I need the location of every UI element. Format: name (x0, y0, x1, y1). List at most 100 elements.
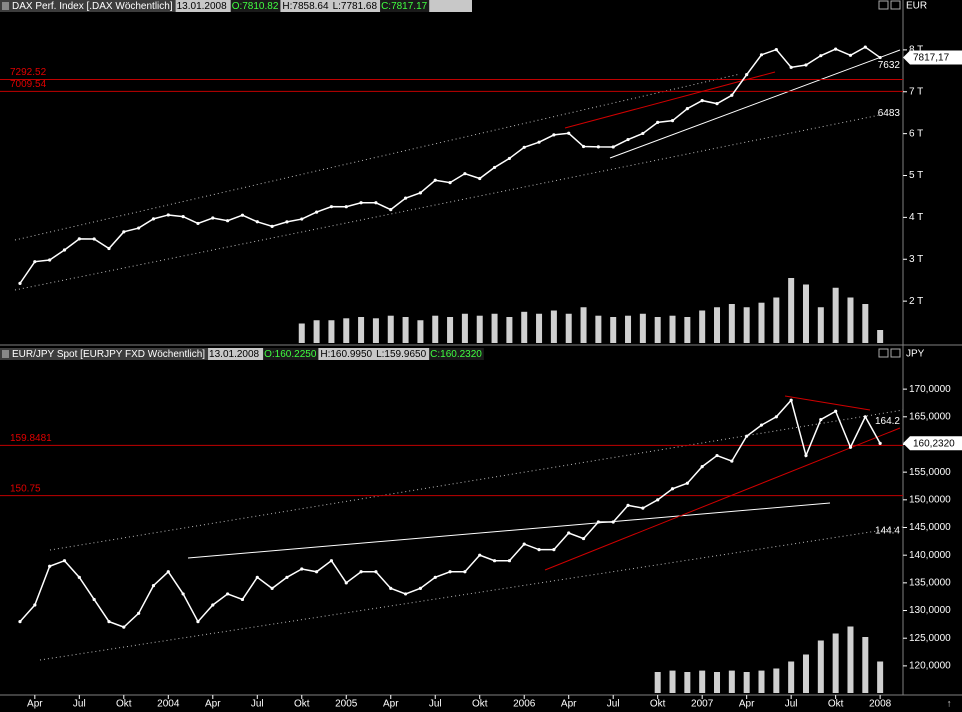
price-point (300, 567, 304, 571)
price-point (685, 107, 689, 111)
header-value: C:7817.17 (381, 1, 428, 12)
price-point (285, 575, 289, 579)
volume-bar (461, 313, 468, 343)
level-label: 150.75 (10, 483, 41, 494)
title-bg (0, 0, 176, 12)
price-point (804, 63, 808, 67)
price-point (77, 237, 81, 241)
price-point (522, 145, 526, 149)
header-date: 13.01.2008 (209, 349, 259, 360)
volume-bar (669, 315, 676, 343)
price-point (581, 144, 586, 149)
price-point (819, 54, 823, 58)
volume-bar (832, 287, 839, 343)
volume-bar (447, 317, 454, 343)
maximize-icon[interactable] (890, 0, 901, 10)
price-point (863, 45, 867, 49)
volume-bar (550, 310, 557, 343)
title-bg (0, 348, 209, 360)
price-point (641, 506, 645, 510)
price-point (255, 220, 259, 224)
price-point (463, 172, 467, 176)
volume-bar (758, 670, 765, 693)
price-point (804, 453, 808, 458)
trend-line (187, 502, 831, 559)
price-point (33, 260, 37, 264)
price-point (433, 178, 437, 182)
price-point (463, 570, 467, 574)
volume-bar (654, 317, 661, 343)
volume-bar (847, 297, 854, 343)
y-tick-label: 3 T (909, 254, 923, 265)
price-point (878, 441, 882, 445)
volume-bar (788, 661, 795, 693)
x-tick-label: Jul (607, 699, 620, 710)
price-point (774, 48, 778, 52)
price-point (478, 553, 482, 557)
price-point (389, 586, 393, 590)
price-point (759, 423, 764, 427)
price-point (107, 246, 111, 251)
volume-bar (743, 672, 750, 693)
price-point (730, 93, 734, 97)
volume-bar (773, 668, 780, 693)
x-tick-label: 2007 (691, 699, 714, 710)
price-point (656, 498, 660, 502)
price-point (329, 205, 334, 209)
price-point (745, 73, 749, 77)
price-point (789, 65, 793, 69)
x-tick-label: Okt (472, 699, 488, 710)
minimize-icon[interactable] (878, 0, 889, 10)
volume-bar (714, 672, 721, 693)
price-point (196, 221, 200, 226)
scroll-arrow[interactable]: ↑ (947, 699, 952, 710)
maximize-icon[interactable] (890, 348, 901, 358)
price-point (492, 165, 497, 170)
price-point (552, 548, 556, 552)
minimize-icon[interactable] (878, 348, 889, 358)
price-point (226, 219, 230, 223)
title-icon (2, 2, 9, 10)
header-date: 13.01.2008 (177, 1, 227, 12)
volume-bar (684, 672, 691, 693)
price-point (181, 215, 185, 219)
price-point (730, 459, 734, 463)
y-tick-label: 140,0000 (909, 550, 951, 561)
price-point (18, 281, 22, 285)
price-point (567, 131, 571, 135)
price-point (196, 619, 200, 624)
volume-bar (817, 307, 824, 343)
volume-bar (817, 640, 824, 693)
price-point (626, 137, 630, 142)
price-point (863, 415, 867, 419)
price-point (285, 220, 289, 224)
x-tick-label: Okt (828, 699, 844, 710)
header-value-bg (263, 348, 319, 360)
volume-bar (625, 315, 632, 343)
trend-line (564, 71, 776, 129)
volume-bar (313, 320, 320, 343)
price-point (700, 99, 704, 103)
y-tick-label: 7 T (909, 86, 923, 97)
header-value: L:159.9650 (376, 349, 426, 360)
x-tick-label: Apr (561, 699, 577, 710)
price-point (448, 181, 452, 185)
x-tick-label: Apr (383, 699, 399, 710)
channel-line (49, 409, 904, 551)
y-tick-label: 145,0000 (909, 522, 951, 533)
last-price-label: 7817,17 (913, 53, 950, 64)
x-tick-label: 2005 (335, 699, 358, 710)
volume-bar (802, 654, 809, 693)
price-point (240, 213, 245, 217)
volume-bar (328, 320, 335, 343)
y-tick-label: 4 T (909, 212, 923, 223)
volume-bar (565, 313, 572, 343)
volume-bar (877, 330, 884, 343)
title-icon (2, 350, 9, 358)
price-point (848, 445, 853, 449)
price-point (492, 559, 497, 563)
price-point (507, 559, 511, 563)
price-point (18, 619, 22, 624)
price-point (819, 417, 823, 422)
header-value: O:7810.82 (232, 1, 279, 12)
